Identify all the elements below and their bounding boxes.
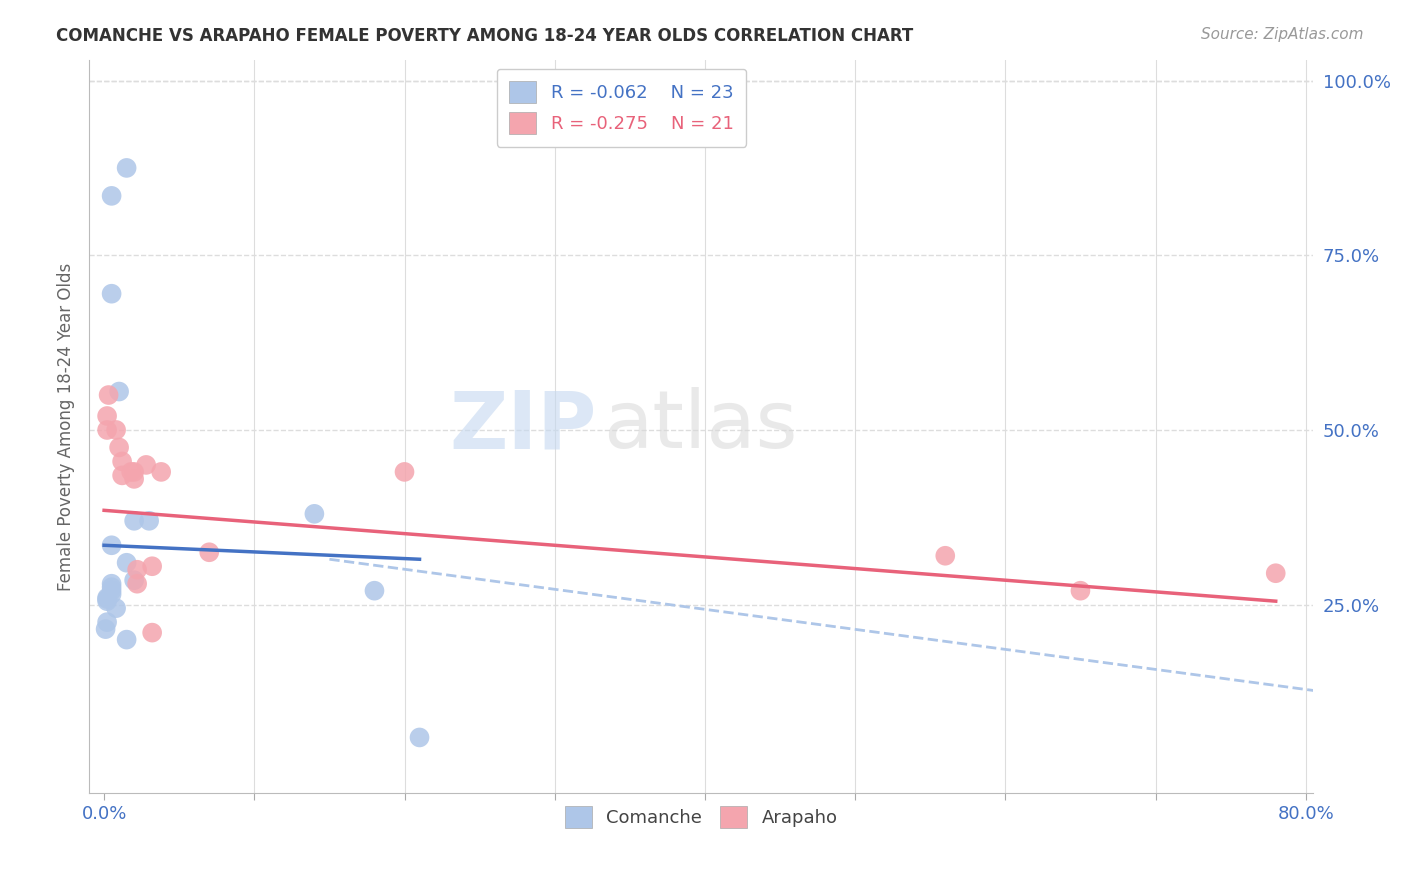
Point	[96, 594, 118, 608]
Point	[100, 580, 122, 594]
Point	[111, 454, 134, 468]
Point	[100, 583, 122, 598]
Text: atlas: atlas	[603, 387, 797, 466]
Point	[105, 423, 128, 437]
Point	[363, 583, 385, 598]
Point	[141, 559, 163, 574]
Point	[394, 465, 416, 479]
Point	[127, 576, 149, 591]
Point	[127, 563, 149, 577]
Point	[94, 622, 117, 636]
Point	[100, 576, 122, 591]
Point	[97, 388, 120, 402]
Point	[96, 615, 118, 629]
Y-axis label: Female Poverty Among 18-24 Year Olds: Female Poverty Among 18-24 Year Olds	[58, 262, 75, 591]
Point	[198, 545, 221, 559]
Point	[115, 161, 138, 175]
Text: Source: ZipAtlas.com: Source: ZipAtlas.com	[1201, 27, 1364, 42]
Point	[122, 514, 145, 528]
Point	[120, 465, 142, 479]
Point	[115, 556, 138, 570]
Point	[108, 441, 131, 455]
Text: ZIP: ZIP	[450, 387, 598, 466]
Point	[100, 538, 122, 552]
Point	[96, 409, 118, 423]
Point	[96, 592, 118, 607]
Point	[115, 632, 138, 647]
Point	[100, 286, 122, 301]
Point	[96, 591, 118, 605]
Point	[100, 189, 122, 203]
Point	[138, 514, 160, 528]
Point	[105, 601, 128, 615]
Point	[408, 731, 430, 745]
Point	[100, 587, 122, 601]
Point	[96, 423, 118, 437]
Point	[150, 465, 173, 479]
Point	[1069, 583, 1091, 598]
Point	[141, 625, 163, 640]
Point	[122, 573, 145, 587]
Point	[111, 468, 134, 483]
Point	[108, 384, 131, 399]
Point	[1264, 566, 1286, 581]
Point	[122, 472, 145, 486]
Legend: Comanche, Arapaho: Comanche, Arapaho	[557, 799, 845, 836]
Point	[934, 549, 956, 563]
Text: COMANCHE VS ARAPAHO FEMALE POVERTY AMONG 18-24 YEAR OLDS CORRELATION CHART: COMANCHE VS ARAPAHO FEMALE POVERTY AMONG…	[56, 27, 914, 45]
Point	[135, 458, 157, 472]
Point	[122, 465, 145, 479]
Point	[304, 507, 326, 521]
